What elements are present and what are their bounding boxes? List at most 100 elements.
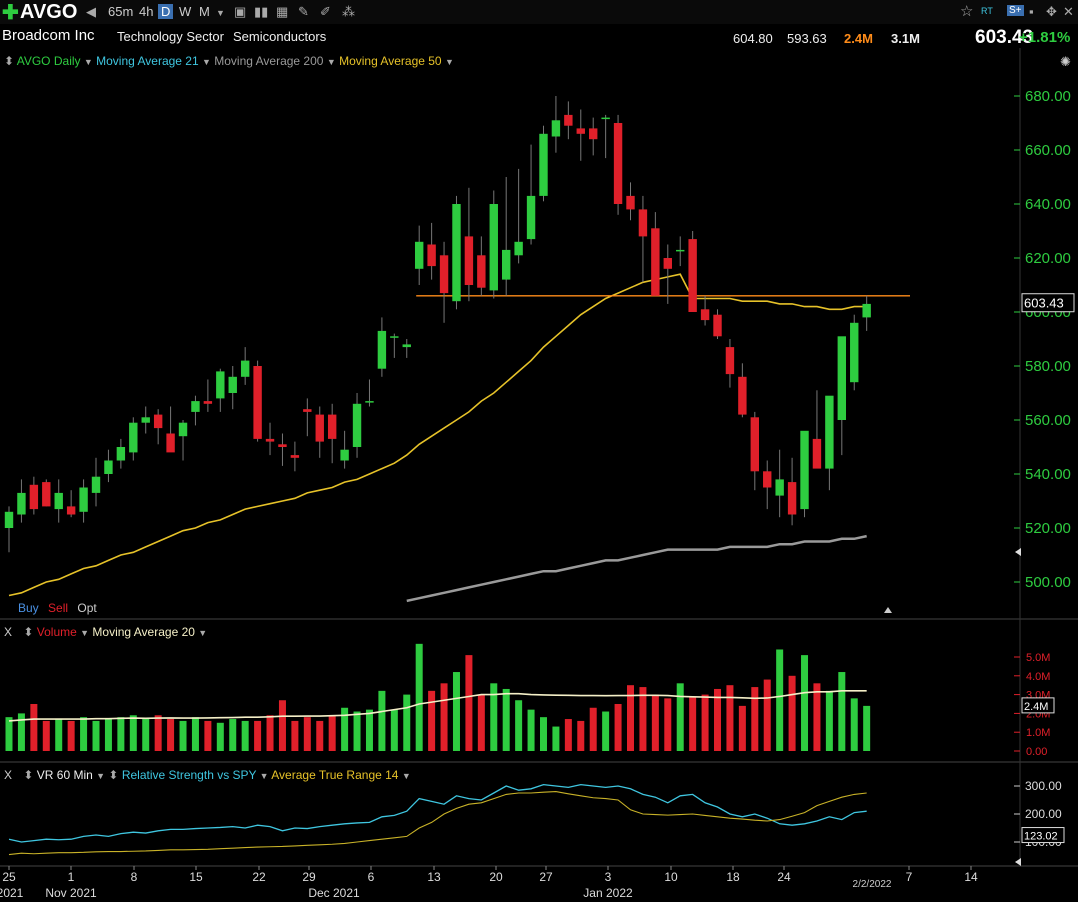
volume-bar: [216, 722, 224, 751]
legend-volume-ma20[interactable]: Moving Average 20: [92, 625, 195, 639]
volume-bar: [341, 707, 349, 751]
candle-body: [787, 482, 797, 515]
y-tick-label: 520.00: [1025, 520, 1071, 537]
sell-button[interactable]: Sell: [48, 601, 69, 615]
timeframe-65m[interactable]: 65m: [108, 4, 134, 19]
legend-ma50[interactable]: Moving Average 50: [339, 54, 442, 68]
palette-icon[interactable]: ✺: [1060, 54, 1071, 69]
volume-bar: [365, 709, 373, 751]
volume-bar: [701, 694, 709, 751]
candle-body: [42, 482, 51, 507]
volume-bar: [291, 720, 299, 751]
volume-tag: [1021, 697, 1055, 714]
s-plus-icon[interactable]: S+: [1007, 5, 1024, 16]
share-icon[interactable]: ⁂: [342, 4, 355, 19]
chevron-down-icon[interactable]: ▼: [202, 57, 211, 67]
volume-bar: [577, 720, 585, 751]
last-price-tag: [1021, 293, 1075, 313]
volume-bar: [726, 685, 734, 751]
legend-avgo-daily[interactable]: AVGO Daily: [16, 54, 81, 68]
chevron-down-icon[interactable]: ▼: [326, 57, 336, 67]
save-icon[interactable]: ▪: [1029, 4, 1034, 19]
x-tick-label: 18: [726, 870, 740, 884]
chevron-down-icon[interactable]: ▼: [80, 628, 90, 638]
chevron-down-icon[interactable]: ▼: [259, 771, 269, 781]
chevron-down-icon[interactable]: ▼: [401, 771, 411, 781]
candle-body: [141, 417, 150, 423]
x-tick-label: 27: [539, 870, 553, 884]
legend-vr60[interactable]: VR 60 Min: [36, 768, 93, 782]
rt-badge[interactable]: RT: [981, 6, 993, 16]
candle-body: [402, 344, 411, 348]
add-symbol-icon[interactable]: ✚: [2, 2, 19, 24]
y-tick-label: 300.00: [1025, 779, 1062, 793]
timeframe-w[interactable]: W: [179, 4, 192, 19]
chevron-down-icon[interactable]: ▼: [83, 57, 93, 67]
chart-type-icon[interactable]: ▣: [234, 4, 247, 19]
candle-body: [352, 403, 362, 447]
indicators-icon[interactable]: ▦: [276, 4, 289, 19]
price-change: +1.81%: [1019, 29, 1071, 46]
legend-move-icon[interactable]: ⬍: [23, 768, 34, 782]
candle-body: [278, 444, 287, 447]
note-icon[interactable]: ✐: [320, 4, 331, 19]
options-button[interactable]: Opt: [77, 601, 97, 615]
candle-body: [166, 433, 175, 453]
timeframe-d[interactable]: D: [158, 4, 174, 19]
candle-body: [613, 123, 623, 204]
legend-move-icon[interactable]: ⬍: [23, 625, 34, 639]
candle-body: [688, 239, 697, 312]
candle-body: [29, 484, 39, 510]
legend-ma200[interactable]: Moving Average 200: [214, 54, 324, 68]
symbol-input[interactable]: AVGO: [20, 1, 78, 23]
atr-line: [8, 791, 867, 856]
volume-bar: [502, 688, 510, 751]
last-price-tag-label: 603.43: [1024, 296, 1064, 311]
candle-body: [651, 228, 660, 296]
volume-bar: [602, 711, 610, 751]
timeframe-m[interactable]: M: [199, 4, 210, 19]
legend-move-icon[interactable]: ⬍: [4, 54, 15, 68]
x-month-label: Jan 2022: [583, 886, 633, 900]
volume-bar: [776, 649, 784, 751]
sector-label[interactable]: Technology Sector: [117, 29, 224, 44]
buy-button[interactable]: Buy: [18, 601, 39, 615]
volume-bar: [254, 720, 262, 751]
x-tick-label: 8: [131, 870, 138, 884]
legend-volume[interactable]: Volume: [36, 625, 77, 639]
favorite-star-icon[interactable]: ☆: [960, 3, 974, 20]
chevron-down-icon[interactable]: ▼: [198, 628, 208, 638]
axis-scroll-icon: [1015, 548, 1021, 556]
legend-ma21[interactable]: Moving Average 21: [96, 54, 199, 68]
volume-bar: [751, 687, 759, 751]
volume-bar: [515, 700, 523, 751]
industry-label[interactable]: Semiconductors: [233, 29, 327, 44]
timeframe-4h[interactable]: 4h: [139, 4, 154, 19]
move-icon[interactable]: ✥: [1046, 4, 1057, 19]
legend-move-icon[interactable]: ⬍: [108, 768, 119, 782]
x-tick-label: 1: [68, 870, 75, 884]
volume-bar: [390, 709, 398, 751]
dropdown-icon[interactable]: ▼: [216, 8, 225, 18]
candle-body: [589, 128, 598, 140]
x-tick-label: 25: [2, 870, 16, 884]
close-panel-button[interactable]: X: [4, 625, 13, 639]
draw-icon[interactable]: ✎: [298, 4, 309, 19]
legend-rs-spy[interactable]: Relative Strength vs SPY: [121, 768, 257, 782]
volume-bar: [440, 683, 448, 751]
chevron-down-icon[interactable]: ▼: [96, 771, 106, 781]
chevron-down-icon[interactable]: ▼: [444, 57, 454, 67]
legend-atr14[interactable]: Average True Range 14: [271, 768, 399, 782]
sound-icon[interactable]: ◀: [86, 4, 96, 19]
bars-icon[interactable]: ▮▮: [254, 4, 269, 19]
volume-bar: [403, 694, 411, 751]
toolbar: ✚ AVGO ◀ 65m 4h D W M ▼ ▣ ▮▮ ▦ ✎ ✐ ⁂ ☆ R…: [0, 0, 1078, 24]
close-panel-button[interactable]: X: [4, 768, 13, 782]
volume-bar: [627, 685, 634, 751]
candle-body: [502, 249, 511, 280]
volume-tag-label: 2.4M: [1024, 701, 1048, 713]
volume-bar: [763, 679, 771, 751]
volume-bar: [415, 643, 423, 751]
close-icon[interactable]: ✕: [1063, 4, 1074, 19]
